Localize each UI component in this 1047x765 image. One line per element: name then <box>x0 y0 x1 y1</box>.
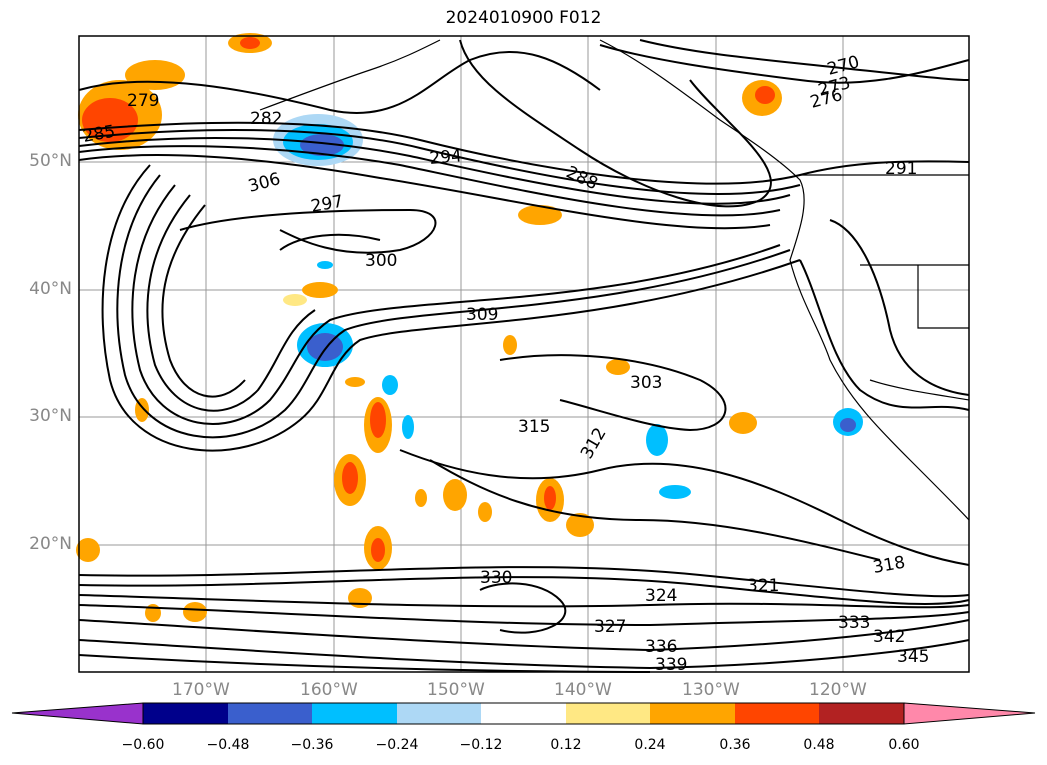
lon-label: 170°W <box>172 680 230 700</box>
contour-label: 339 <box>655 655 687 675</box>
contour-label: 345 <box>897 647 929 667</box>
lat-label: 30°N <box>29 406 72 426</box>
contour-label: 300 <box>365 251 397 271</box>
lon-label: 150°W <box>427 680 485 700</box>
lat-label: 50°N <box>29 151 72 171</box>
colorbar-extend-min <box>11 702 144 725</box>
colorbar-cell <box>481 703 566 724</box>
colorbar-tick: −0.48 <box>206 737 250 753</box>
colorbar-tick: 0.60 <box>888 737 920 753</box>
colorbar-tick: 0.36 <box>719 737 751 753</box>
contour-label: 303 <box>630 373 662 393</box>
colorbar <box>11 702 1036 725</box>
contour-label: 291 <box>885 159 917 179</box>
map-title: 2024010900 F012 <box>445 8 602 28</box>
colorbar-cell <box>819 703 904 724</box>
coastlines <box>259 39 970 521</box>
map-frame <box>78 35 970 673</box>
contour-label: 315 <box>518 417 550 437</box>
colorbar-tick: −0.36 <box>290 737 334 753</box>
contour-label: 327 <box>594 617 626 637</box>
lat-label: 40°N <box>29 279 72 299</box>
colorbar-tick: 0.48 <box>803 737 835 753</box>
colorbar-tick: −0.60 <box>121 737 165 753</box>
lon-label: 140°W <box>554 680 612 700</box>
colorbar-cell <box>312 703 397 724</box>
lon-label: 120°W <box>809 680 867 700</box>
contour-label: 342 <box>873 627 905 647</box>
anomaly-shading <box>76 33 863 622</box>
colorbar-tick: −0.24 <box>375 737 419 753</box>
contour-label: 333 <box>838 613 870 633</box>
contour-label: 336 <box>645 637 677 657</box>
contour-label: 330 <box>480 568 512 588</box>
colorbar-tick: 0.12 <box>550 737 582 753</box>
lon-label: 130°W <box>682 680 740 700</box>
map-frame-bg <box>79 36 969 672</box>
colorbar-tick: −0.12 <box>459 737 503 753</box>
contour-label: 279 <box>127 91 159 111</box>
contour-label: 321 <box>747 576 779 596</box>
contour-label: 294 <box>429 146 463 169</box>
lon-label: 160°W <box>300 680 358 700</box>
colorbar-cell <box>397 703 481 724</box>
contour-label: 282 <box>250 109 282 129</box>
contour-label: 324 <box>645 586 677 606</box>
colorbar-cell <box>143 703 228 724</box>
colorbar-tick: 0.24 <box>634 737 666 753</box>
colorbar-outline <box>142 702 905 725</box>
colorbar-cell <box>228 703 312 724</box>
colorbar-cell <box>566 703 650 724</box>
lat-label: 20°N <box>29 534 72 554</box>
colorbar-cell <box>650 703 735 724</box>
colorbar-extend-max <box>903 702 1036 725</box>
contour-label: 309 <box>466 305 498 325</box>
colorbar-cell <box>735 703 819 724</box>
